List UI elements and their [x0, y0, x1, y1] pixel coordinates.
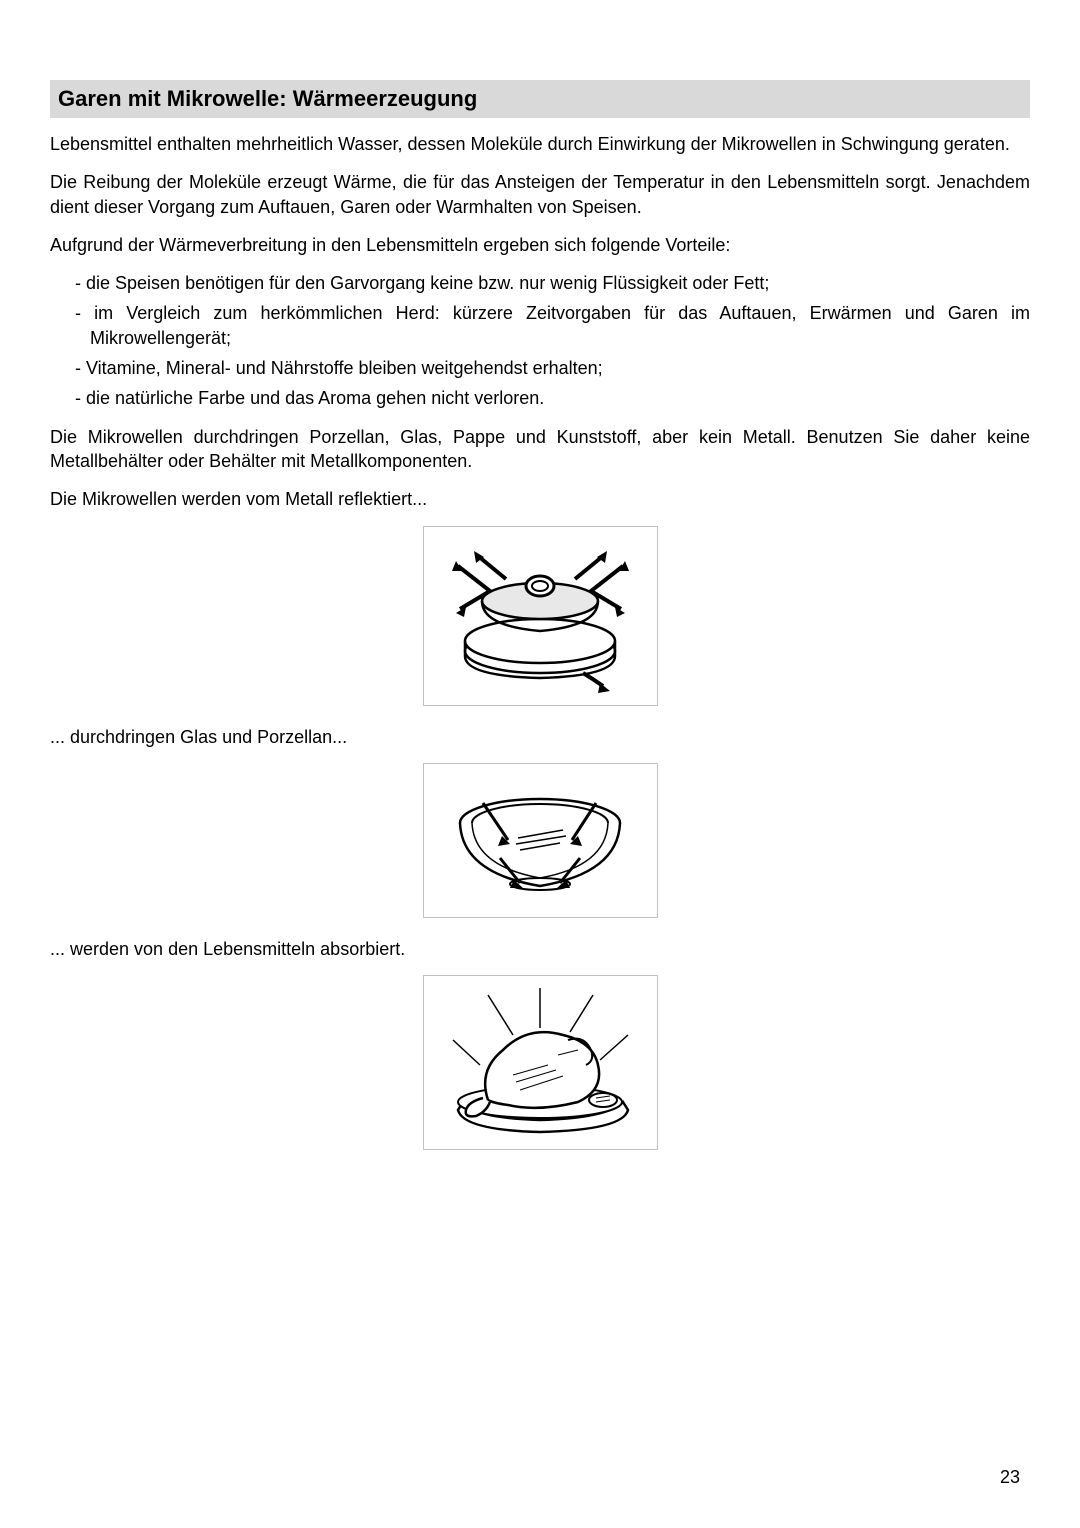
list-item: die Speisen benötigen für den Garvorgang… — [50, 271, 1030, 295]
list-item: die natürliche Farbe und das Aroma gehen… — [50, 386, 1030, 410]
figure-1-wrap — [50, 526, 1030, 711]
paragraph-3: Aufgrund der Wärmeverbreitung in den Leb… — [50, 233, 1030, 257]
paragraph-5: Die Mikrowellen werden vom Metall reflek… — [50, 487, 1030, 511]
figure-metal-pot-icon — [423, 526, 658, 706]
paragraph-6: ... durchdringen Glas und Porzellan... — [50, 725, 1030, 749]
section-heading: Garen mit Mikrowelle: Wärmeerzeugung — [50, 80, 1030, 118]
figure-3-wrap — [50, 975, 1030, 1155]
figure-glass-bowl-icon — [423, 763, 658, 918]
list-item: im Vergleich zum herkömmlichen Herd: kür… — [50, 301, 1030, 350]
paragraph-2: Die Reibung der Moleküle erzeugt Wärme, … — [50, 170, 1030, 219]
paragraph-1: Lebensmittel enthalten mehrheitlich Wass… — [50, 132, 1030, 156]
paragraph-7: ... werden von den Lebensmitteln absorbi… — [50, 937, 1030, 961]
figure-food-absorb-icon — [423, 975, 658, 1150]
advantages-list: die Speisen benötigen für den Garvorgang… — [50, 271, 1030, 410]
list-item: Vitamine, Mineral- und Nährstoffe bleibe… — [50, 356, 1030, 380]
figure-2-wrap — [50, 763, 1030, 923]
paragraph-4: Die Mikrowellen durchdringen Porzellan, … — [50, 425, 1030, 474]
page-number: 23 — [1000, 1467, 1020, 1488]
